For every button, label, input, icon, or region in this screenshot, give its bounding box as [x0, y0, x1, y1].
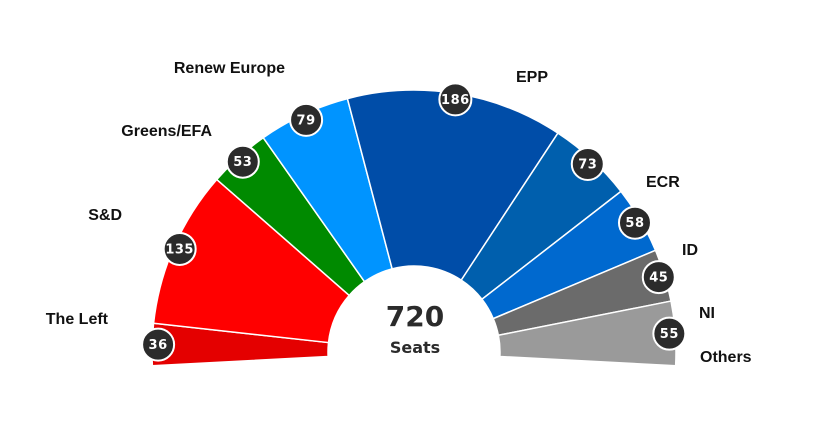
seat-badge-circle — [641, 260, 676, 295]
party-label: Others — [700, 349, 752, 366]
party-label: EPP — [516, 69, 548, 86]
seat-badge-circle — [141, 327, 176, 362]
seat-count-label: 186 — [441, 93, 470, 108]
seat-badge-circle — [652, 316, 687, 351]
seat-badge: 73 — [570, 147, 605, 182]
seat-count-badges: 36 135 53 79 186 73 58 45 55 — [141, 82, 687, 362]
seat-badge: 58 — [617, 205, 652, 240]
seat-count-label: 79 — [297, 113, 316, 128]
party-label: Renew Europe — [174, 60, 285, 77]
seat-badge: 135 — [162, 231, 197, 266]
seat-badge: 79 — [289, 102, 324, 137]
seat-badge-circle — [570, 147, 605, 182]
total-seats-value: 720 — [386, 300, 444, 333]
party-label: ECR — [646, 174, 680, 191]
total-seats-label: Seats — [390, 338, 440, 357]
seat-badge-circle — [162, 231, 197, 266]
wedge-epp — [346, 89, 559, 282]
seat-badge-circle — [617, 205, 652, 240]
seat-badge-circle — [225, 144, 260, 179]
seat-count-label: 36 — [149, 338, 168, 353]
seat-count-label: 73 — [578, 158, 597, 173]
seat-count-label: 55 — [660, 327, 679, 342]
wedge-s-d — [152, 178, 351, 344]
seat-count-label: 53 — [233, 155, 252, 170]
seat-badge-circle — [289, 102, 324, 137]
seat-badge: 53 — [225, 144, 260, 179]
party-label: S&D — [88, 207, 122, 224]
seat-count-label: 58 — [625, 216, 644, 231]
party-label: NI — [699, 305, 715, 322]
seat-badge: 186 — [438, 82, 473, 117]
party-label: ID — [682, 242, 698, 259]
seat-count-label: 135 — [165, 242, 194, 257]
seat-wedges — [151, 89, 677, 367]
seat-badge: 36 — [141, 327, 176, 362]
party-label: Greens/EFA — [121, 123, 212, 140]
party-labels: The Left S&D Greens/EFA Renew Europe EPP ECR I… — [46, 60, 752, 366]
seat-badge: 45 — [641, 260, 676, 295]
party-label: The Left — [46, 311, 109, 328]
seat-badge: 55 — [652, 316, 687, 351]
seat-badge-circle — [438, 82, 473, 117]
seat-count-label: 45 — [649, 271, 668, 286]
